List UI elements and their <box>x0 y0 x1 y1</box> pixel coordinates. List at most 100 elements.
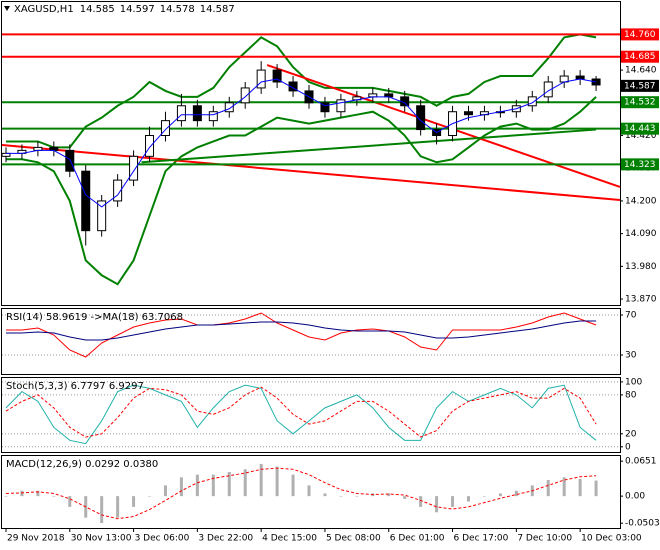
price-level-tag <box>621 158 659 171</box>
trend-line <box>1 144 621 202</box>
price-level-tag <box>621 96 659 109</box>
candle-body <box>208 111 218 122</box>
moving-average <box>5 78 597 208</box>
price-level-tag <box>621 50 659 63</box>
histogram-bar <box>275 466 279 497</box>
macd-panel <box>1 455 621 529</box>
x-tick-label: 5 Dec 08:00 <box>326 534 381 544</box>
price-level-tag <box>621 28 659 41</box>
y-tick-label: 0 <box>625 442 631 452</box>
candle-body <box>272 69 282 83</box>
x-tick-label: 6 Dec 17:00 <box>454 534 509 544</box>
trend-line <box>266 64 621 188</box>
x-tick-label: 30 Nov 13:00 <box>71 534 132 544</box>
candle-body <box>145 135 155 157</box>
panel-title: Stoch(5,3,3) 6.7797 6.9297 <box>6 381 144 392</box>
histogram-bar <box>163 485 167 497</box>
ohlc-value: 14.597 <box>120 4 155 15</box>
panel-title: MACD(12,26,9) 0.0292 0.0380 <box>6 459 158 470</box>
y-tick-label: 14.200 <box>625 196 657 206</box>
candle-body <box>160 120 170 137</box>
histogram-bar <box>291 474 295 497</box>
last-price-tag <box>621 79 659 92</box>
histogram-bar <box>36 490 40 497</box>
histogram-bar <box>466 496 470 502</box>
y-tick-label: 13.870 <box>625 295 657 305</box>
histogram-bar <box>307 485 311 497</box>
ohlc-value: 14.578 <box>160 4 195 15</box>
price-level-label: 14.443 <box>624 124 656 134</box>
panel-title: RSI(14) 58.9619 ->MA(18) 63.7068 <box>6 312 183 323</box>
candle-body <box>320 102 330 113</box>
candle-body <box>224 102 234 113</box>
histogram-bar <box>116 496 120 518</box>
histogram-bar <box>435 496 439 513</box>
price-level-tag <box>621 122 659 135</box>
histogram-bar <box>68 496 72 507</box>
candle-body <box>192 105 202 122</box>
x-tick-label: 6 Dec 01:00 <box>390 534 445 544</box>
histogram-bar <box>403 496 407 499</box>
x-tick-label: 10 Dec 03:00 <box>581 534 642 544</box>
histogram-bar <box>451 496 455 507</box>
x-tick-label: 7 Dec 10:00 <box>517 534 572 544</box>
indicator-line <box>5 320 597 341</box>
y-tick-label: 30 <box>625 351 637 361</box>
price-level-label: 14.323 <box>624 160 656 170</box>
indicator-line <box>5 384 597 445</box>
y-tick-label: 80 <box>625 390 637 400</box>
histogram-bar <box>482 496 486 497</box>
candle-body <box>240 87 250 104</box>
y-tick-label: 14.420 <box>625 131 657 141</box>
indicator-line <box>5 312 597 358</box>
candle-body <box>543 81 553 98</box>
candle-body <box>176 105 186 122</box>
candle-body <box>416 105 426 131</box>
chart-title: XAGUSD,H1 <box>14 4 74 15</box>
candle-body <box>81 170 91 232</box>
y-tick-label: 13.980 <box>625 262 657 272</box>
y-tick-label: 100 <box>625 377 642 387</box>
histogram-bar <box>514 490 518 497</box>
rsi-panel <box>1 308 621 375</box>
candle-body <box>65 149 75 172</box>
histogram-bar <box>179 477 183 497</box>
histogram-bar <box>546 480 550 497</box>
x-tick-label: 3 Dec 22:00 <box>198 534 253 544</box>
candle-body <box>129 155 139 181</box>
y-tick-label: 14.090 <box>625 229 657 239</box>
histogram-bar <box>594 480 598 497</box>
histogram-bar <box>259 463 263 497</box>
histogram-bar <box>387 493 391 497</box>
price-level-label: 14.532 <box>624 98 656 108</box>
ohlc-value: 14.587 <box>200 4 235 15</box>
histogram-bar <box>562 477 566 497</box>
header-icon <box>4 6 10 11</box>
histogram-bar <box>100 496 104 524</box>
candle-body <box>97 200 107 232</box>
last-price-label: 14.587 <box>624 81 656 91</box>
histogram-bar <box>355 496 359 497</box>
bollinger-band <box>5 33 597 149</box>
candle-body <box>336 99 346 113</box>
histogram-bar <box>195 474 199 497</box>
histogram-bar <box>132 496 136 507</box>
y-tick-label: 20 <box>625 429 637 439</box>
y-tick-label: 0.00 <box>625 492 645 502</box>
histogram-bar <box>243 469 247 497</box>
histogram-bar <box>211 474 215 497</box>
price-level-label: 14.685 <box>624 52 656 62</box>
x-tick-label: 29 Nov 2018 <box>7 534 65 544</box>
candle-body <box>256 69 266 89</box>
histogram-bar <box>578 478 582 497</box>
histogram-bar <box>419 496 423 507</box>
candle-body <box>463 111 473 116</box>
x-tick-label: 3 Dec 06:00 <box>135 534 190 544</box>
histogram-bar <box>148 496 152 497</box>
indicator-line <box>5 467 597 520</box>
stoch-panel <box>1 377 621 453</box>
y-tick-label: -0.0503 <box>625 519 660 529</box>
candle-body <box>288 81 298 92</box>
histogram-bar <box>323 493 327 497</box>
